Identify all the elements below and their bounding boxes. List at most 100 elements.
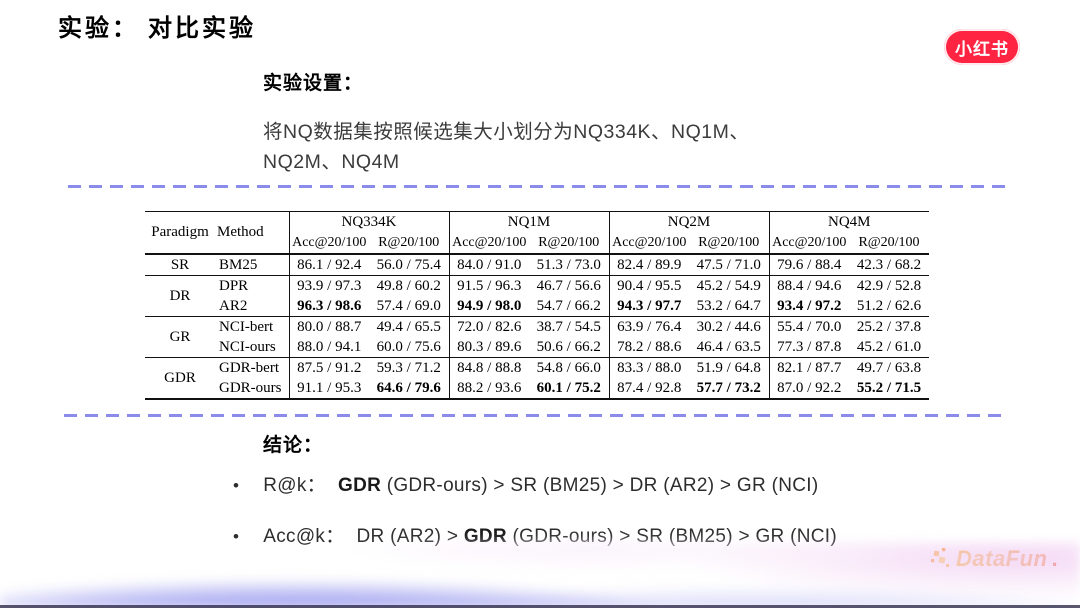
table-row: AR2 96.3 / 98.6 57.4 / 69.0 94.9 / 98.0 54.7… [145, 295, 929, 316]
header-group-nq4m: NQ4M [768, 211, 929, 233]
method-cell: NCI-ours [219, 338, 276, 355]
acc-value-cell: 86.1 / 92.4 [288, 253, 369, 275]
acc-value-cell: 80.0 / 88.7 [288, 316, 369, 337]
acc-value-cell: 94.3 / 97.7 [608, 295, 689, 316]
recall-value-cell: 49.7 / 63.8 [856, 359, 922, 376]
table-row: NCI-ours 88.0 / 94.1 60.0 / 75.6 80.3 / 89.… [145, 336, 929, 357]
header-acc: Acc@20/100 [768, 232, 849, 254]
results-table: Paradigm Method NQ334K NQ1M NQ2M NQ4M Ac… [145, 211, 929, 400]
paradigm-cell: DR [169, 287, 191, 304]
recall-value-cell: 46.4 / 63.5 [696, 338, 761, 355]
datafun-logo: DataFun . [931, 546, 1058, 572]
recall-value-cell: 42.9 / 52.8 [856, 277, 922, 294]
setup-body-line2: NQ2M、NQ4M [263, 151, 400, 174]
recall-value-cell: 53.2 / 64.7 [696, 297, 761, 314]
conclusion-bullet-acck: • Acc@k： DR (AR2) > GDR (GDR-ours) > SR … [233, 521, 837, 548]
recall-value-cell: 55.2 / 71.5 [856, 379, 922, 396]
acc-value-cell: 63.9 / 76.4 [608, 316, 689, 337]
dashed-divider-bottom [64, 414, 1008, 417]
recall-value-cell: 42.3 / 68.2 [856, 256, 922, 273]
header-group-nq2m: NQ2M [608, 211, 769, 233]
recall-value-cell: 51.3 / 73.0 [536, 256, 601, 273]
header-recall: R@20/100 [538, 234, 600, 250]
method-cell: GDR-bert [219, 359, 279, 376]
table-row: GDR-ours 91.1 / 95.3 64.6 / 79.6 88.2 / 93.… [145, 377, 929, 399]
datafun-sparkle-icon [931, 548, 949, 567]
acc-value-cell: 82.4 / 89.9 [608, 253, 689, 275]
header-group-nq1m: NQ1M [448, 211, 609, 233]
recall-value-cell: 60.0 / 75.6 [376, 338, 441, 355]
table-header-row-metrics: Acc@20/100 R@20/100 Acc@20/100 R@20/100 … [145, 232, 929, 254]
acc-value-cell: 91.1 / 95.3 [288, 377, 369, 399]
recall-value-cell: 46.7 / 56.6 [536, 277, 601, 294]
datafun-logo-text: DataFun [956, 546, 1048, 571]
recall-value-cell: 64.6 / 79.6 [376, 379, 441, 396]
recall-value-cell: 60.1 / 75.2 [536, 379, 601, 396]
table-row: DR DPR 93.9 / 97.3 49.8 / 60.2 91.5 / 96.3 46… [145, 275, 929, 304]
bottom-edge-line [0, 605, 1080, 608]
acc-value-cell: 87.4 / 92.8 [608, 377, 689, 399]
method-cell: DPR [219, 277, 249, 294]
acc-value-cell: 84.8 / 88.8 [448, 357, 529, 378]
xiaohongshu-logo: 小红书 [944, 29, 1020, 65]
acc-value-cell: 94.9 / 98.0 [448, 295, 529, 316]
method-cell: GDR-ours [219, 379, 282, 396]
setup-body: 将NQ数据集按照候选集大小划分为NQ334K、NQ1M、 NQ2M、NQ4M [263, 117, 749, 177]
method-cell: NCI-bert [219, 318, 274, 335]
acc-value-cell: 72.0 / 82.6 [448, 316, 529, 337]
recall-value-cell: 49.8 / 60.2 [376, 277, 441, 294]
acc-value-cell: 87.5 / 91.2 [288, 357, 369, 378]
recall-value-cell: 25.2 / 37.8 [856, 318, 922, 335]
recall-value-cell: 54.7 / 66.2 [536, 297, 601, 314]
acc-value-cell: 77.3 / 87.8 [768, 336, 849, 357]
header-method: Method [217, 224, 264, 241]
bullet-bold-segment: GDR [463, 526, 507, 547]
acc-value-cell: 96.3 / 98.6 [288, 295, 369, 316]
recall-value-cell: 59.3 / 71.2 [376, 359, 441, 376]
acc-value-cell: 84.0 / 91.0 [448, 253, 529, 275]
recall-value-cell: 38.7 / 54.5 [536, 318, 601, 335]
acc-value-cell: 82.1 / 87.7 [768, 357, 849, 378]
bullet-text: DR (AR2) > GDR (GDR-ours) > SR (BM25) > … [356, 526, 838, 547]
header-recall: R@20/100 [378, 234, 440, 250]
recall-value-cell: 54.8 / 66.0 [536, 359, 601, 376]
acc-value-cell: 93.9 / 97.3 [288, 275, 369, 296]
acc-value-cell: 93.4 / 97.2 [768, 295, 849, 316]
bullet-label: R@k： [263, 475, 326, 496]
header-acc: Acc@20/100 [608, 232, 689, 254]
recall-value-cell: 51.2 / 62.6 [856, 297, 922, 314]
table-row: GDR GDR-bert 87.5 / 91.2 59.3 / 71.2 84.8 / … [145, 357, 929, 386]
acc-value-cell: 88.0 / 94.1 [288, 336, 369, 357]
header-acc: Acc@20/100 [288, 232, 369, 254]
bullet-icon: • [233, 476, 240, 495]
recall-value-cell: 45.2 / 54.9 [696, 277, 761, 294]
acc-value-cell: 80.3 / 89.6 [448, 336, 529, 357]
conclusion-bullet-rk: • R@k： GDR (GDR-ours) > SR (BM25) > DR (… [233, 470, 818, 497]
method-cell: BM25 [219, 256, 258, 273]
datafun-logo-dot: . [1051, 546, 1058, 571]
bullet-bold-segment: GDR [337, 475, 382, 496]
acc-value-cell: 87.0 / 92.2 [768, 377, 849, 399]
setup-body-line1: 将NQ数据集按照候选集大小划分为NQ334K、NQ1M、 [263, 121, 750, 143]
acc-value-cell: 83.3 / 88.0 [608, 357, 689, 378]
acc-value-cell: 78.2 / 88.6 [608, 336, 689, 357]
recall-value-cell: 57.7 / 73.2 [696, 379, 761, 396]
table-row: SR BM25 86.1 / 92.4 56.0 / 75.4 84.0 / 91.0 5… [145, 253, 929, 275]
setup-heading: 实验设置： [263, 73, 364, 94]
recall-value-cell: 50.6 / 66.2 [536, 338, 601, 355]
dashed-divider-top [68, 185, 1008, 188]
method-cell: AR2 [219, 297, 248, 314]
table-row: GR NCI-bert 80.0 / 88.7 49.4 / 65.5 72.0 / 8… [145, 316, 929, 345]
bullet-text: GDR (GDR-ours) > SR (BM25) > DR (AR2) > … [337, 475, 819, 496]
conclusion-heading: 结论： [263, 435, 324, 456]
bullet-icon: • [233, 527, 240, 546]
results-table-body: SR BM25 86.1 / 92.4 56.0 / 75.4 84.0 / 91.0 5… [145, 253, 929, 399]
acc-value-cell: 88.2 / 93.6 [448, 377, 529, 399]
recall-value-cell: 47.5 / 71.0 [696, 256, 761, 273]
header-recall: R@20/100 [698, 234, 760, 250]
header-paradigm: Paradigm [151, 224, 209, 241]
header-acc: Acc@20/100 [448, 232, 529, 254]
paradigm-cell: SR [170, 256, 190, 273]
recall-value-cell: 49.4 / 65.5 [376, 318, 441, 335]
